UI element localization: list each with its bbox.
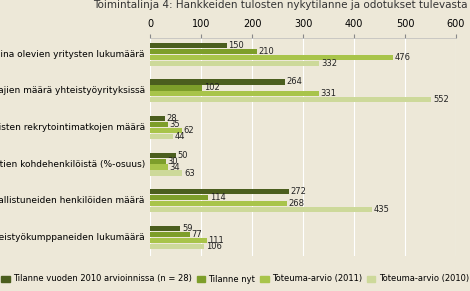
Bar — [150, 171, 182, 176]
Bar — [150, 55, 393, 60]
Bar — [150, 226, 180, 231]
Legend: Tilanne vuoden 2010 arvioinnissa (n = 28), Tilanne nyt, Toteuma-arvio (2011), To: Tilanne vuoden 2010 arvioinnissa (n = 28… — [0, 271, 470, 287]
Text: 59: 59 — [182, 224, 193, 233]
Text: 332: 332 — [321, 59, 337, 68]
Bar — [150, 122, 168, 127]
Bar — [150, 97, 431, 102]
Bar — [150, 207, 372, 212]
Text: 435: 435 — [373, 205, 389, 214]
Text: 30: 30 — [167, 157, 178, 166]
Text: 102: 102 — [204, 84, 219, 93]
Text: 28: 28 — [166, 114, 177, 123]
Text: 63: 63 — [184, 168, 195, 178]
Text: 268: 268 — [289, 199, 305, 208]
Text: 264: 264 — [286, 77, 302, 86]
Bar — [150, 61, 320, 66]
Text: 114: 114 — [210, 193, 226, 202]
Bar — [150, 159, 166, 164]
Bar — [150, 152, 176, 158]
Bar — [150, 134, 173, 139]
Text: 331: 331 — [321, 89, 337, 98]
Bar — [150, 85, 203, 91]
Text: 34: 34 — [169, 163, 180, 172]
Text: 111: 111 — [209, 236, 224, 245]
Bar — [150, 232, 189, 237]
Bar — [150, 128, 182, 133]
Bar — [150, 116, 164, 121]
Title: Toimintalinja 4: Hankkeiden tulosten nykytilanne ja odotukset tulevasta (n = 29): Toimintalinja 4: Hankkeiden tulosten nyk… — [93, 0, 470, 10]
Bar — [150, 195, 209, 200]
Text: 106: 106 — [206, 242, 222, 251]
Bar — [150, 164, 168, 170]
Bar — [150, 91, 319, 97]
Text: 210: 210 — [259, 47, 274, 56]
Text: 35: 35 — [170, 120, 180, 129]
Bar — [150, 201, 287, 206]
Text: 272: 272 — [290, 187, 306, 196]
Text: 62: 62 — [183, 126, 194, 135]
Text: 50: 50 — [177, 151, 188, 160]
Bar — [150, 189, 289, 194]
Bar — [150, 238, 207, 243]
Bar — [150, 49, 258, 54]
Text: 476: 476 — [394, 53, 410, 62]
Text: 552: 552 — [433, 95, 449, 104]
Bar — [150, 244, 204, 249]
Bar — [150, 43, 227, 48]
Text: 150: 150 — [228, 41, 244, 50]
Text: 77: 77 — [191, 230, 202, 239]
Bar — [150, 79, 285, 85]
Text: 44: 44 — [174, 132, 185, 141]
